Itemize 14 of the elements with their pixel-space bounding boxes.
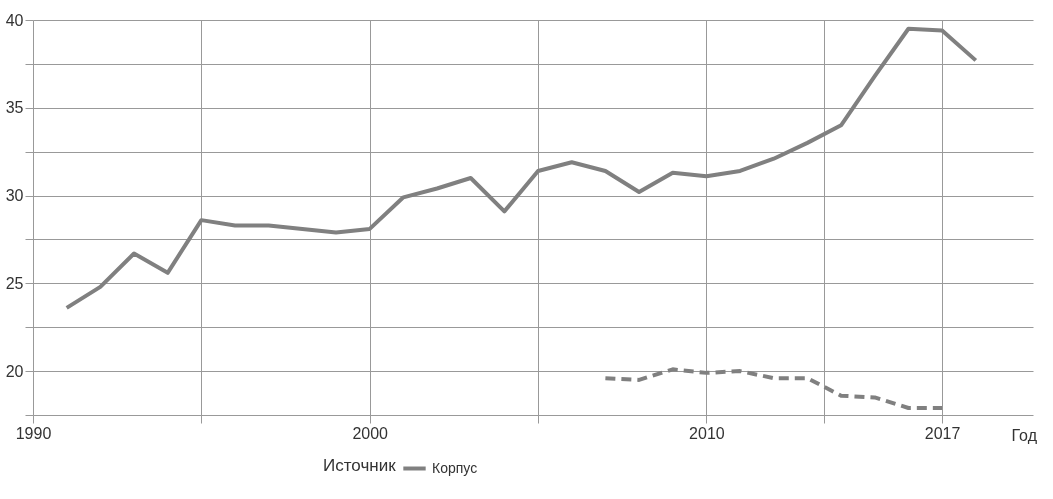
legend-title: Источник bbox=[323, 456, 397, 475]
x-tick-label: 2010 bbox=[689, 424, 725, 442]
legend-label: Корпус bbox=[432, 459, 478, 476]
y-tick-label: 30 bbox=[5, 187, 24, 205]
y-tick-label: 35 bbox=[5, 99, 24, 117]
y-tick-label: 25 bbox=[5, 274, 24, 292]
line-series bbox=[603, 367, 945, 410]
y-tick-label: 40 bbox=[5, 11, 24, 29]
line-series bbox=[64, 26, 978, 310]
x-tick-label: 2000 bbox=[352, 424, 389, 442]
x-tick-label: 1990 bbox=[15, 424, 52, 442]
x-axis-title: Год bbox=[1011, 426, 1038, 444]
y-tick-label: 20 bbox=[5, 362, 24, 380]
x-tick-label: 2017 bbox=[924, 424, 961, 442]
